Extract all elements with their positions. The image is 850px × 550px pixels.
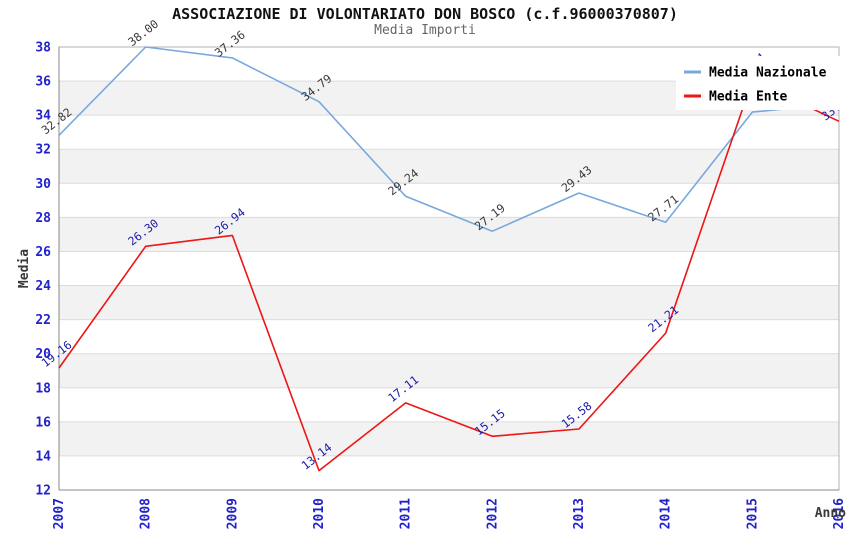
y-tick-label: 16: [35, 415, 51, 430]
y-tick-label: 36: [35, 75, 51, 90]
y-tick-label: 20: [35, 347, 51, 362]
y-tick-label: 24: [35, 279, 51, 294]
gridlines: [59, 46, 839, 457]
chart-title: ASSOCIAZIONE DI VOLONTARIATO DON BOSCO (…: [172, 5, 678, 23]
y-tick-label: 30: [35, 177, 51, 192]
x-tick-label: 2009: [225, 498, 240, 529]
legend-box: [676, 56, 850, 110]
legend-item: Media Ente: [684, 90, 787, 105]
y-tick-label: 18: [35, 381, 51, 396]
x-tick-label: 2013: [572, 498, 587, 529]
plot-bands: [59, 81, 839, 456]
series-line-media-nazionale: [58, 46, 840, 232]
band-stripe: [59, 421, 839, 456]
band-stripe: [59, 285, 839, 320]
point-label: 37.36: [212, 28, 248, 60]
y-axis-title: Media: [17, 249, 32, 288]
y-tick-label: 26: [35, 245, 51, 260]
series-line-media-ente: [58, 79, 840, 472]
legend-label: Media Nazionale: [709, 66, 827, 81]
legend: Media Nazionale Media Ente: [676, 56, 850, 110]
y-tick-label: 34: [35, 109, 51, 124]
y-tick-label: 38: [35, 41, 51, 56]
band-stripe: [59, 149, 839, 184]
y-tick-label: 28: [35, 211, 51, 226]
x-tick-label: 2011: [399, 498, 414, 529]
x-tick-label: 2014: [659, 498, 674, 529]
y-tick-label: 12: [35, 484, 51, 499]
point-label: 38.00: [125, 17, 161, 49]
x-axis-title: Anno: [815, 506, 846, 521]
chart-subtitle: Media Importi: [374, 23, 476, 38]
legend-label: Media Ente: [709, 90, 787, 105]
y-tick-label: 32: [35, 143, 51, 158]
x-tick-label: 2007: [52, 498, 67, 529]
x-tick-label: 2012: [485, 498, 500, 529]
y-tick-label: 14: [35, 449, 51, 464]
band-stripe: [59, 217, 839, 252]
y-tick-labels: 38 36 34 32 30 28 26 24 22 20 18 16 14 12: [35, 41, 51, 499]
legend-item: Media Nazionale: [684, 66, 827, 81]
band-stripe: [59, 353, 839, 388]
y-tick-label: 22: [35, 313, 51, 328]
x-tick-labels: 2007 2008 2009 2010 2011 2012 2013 2014 2015 2016: [52, 498, 847, 529]
x-tick-label: 2016: [832, 498, 847, 529]
x-tick-label: 2008: [139, 498, 154, 529]
x-tick-label: 2010: [312, 498, 327, 529]
x-tick-label: 2015: [745, 498, 760, 529]
